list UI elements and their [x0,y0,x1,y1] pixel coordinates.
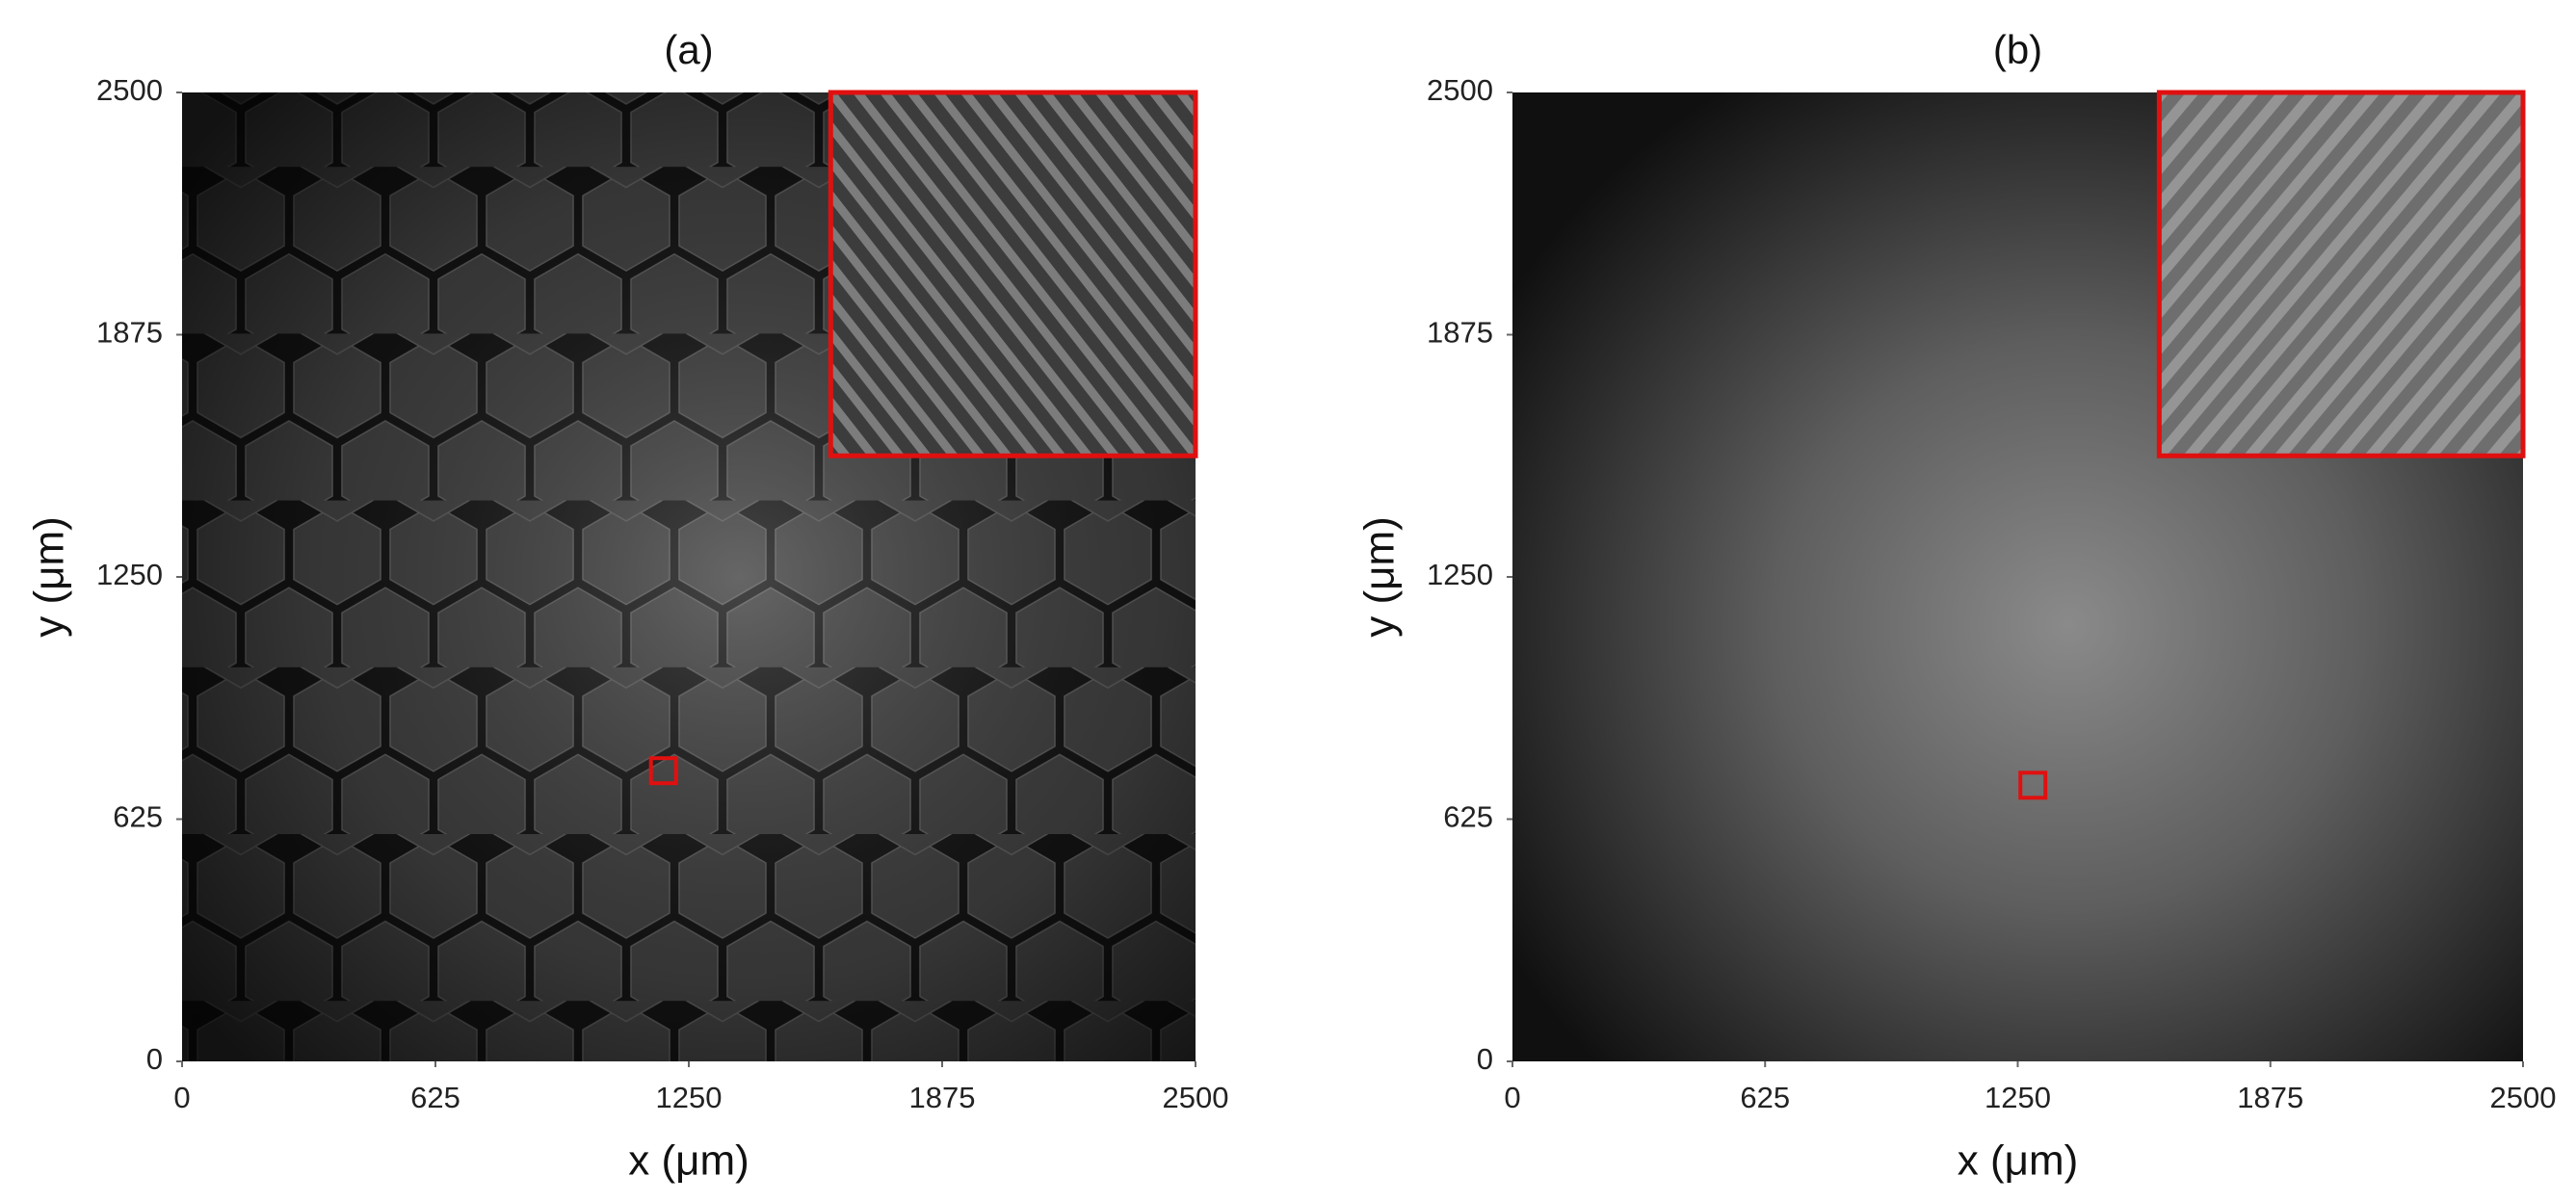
y-tick-label: 1250 [1427,558,1493,591]
x-tick-label: 1875 [2237,1081,2303,1114]
y-tick-label: 1875 [96,316,163,350]
y-tick-label: 625 [1443,800,1493,834]
x-tick-label: 1875 [909,1081,976,1114]
x-axis-label: x (μm) [1958,1137,2079,1185]
x-axis-label: x (μm) [628,1137,749,1185]
roi-marker [2018,771,2048,800]
y-tick-label: 1875 [1427,316,1493,350]
x-tick-label: 625 [410,1081,460,1114]
panel-title: (a) [664,27,713,72]
x-tick-label: 0 [1504,1081,1520,1114]
x-tick-label: 1250 [1985,1081,2051,1114]
inset [2156,90,2526,458]
roi-marker [648,756,678,786]
y-tick-label: 0 [1477,1042,1493,1076]
y-tick-label: 2500 [96,73,163,107]
x-tick-label: 2500 [2490,1081,2557,1114]
y-axis-label: y (μm) [1356,516,1404,638]
y-tick-label: 0 [146,1042,163,1076]
y-tick-label: 1250 [96,558,163,591]
panel-title: (b) [1993,27,2042,72]
x-tick-label: 1250 [656,1081,723,1114]
y-axis-label: y (μm) [26,516,73,638]
x-tick-label: 625 [1740,1081,1790,1114]
inset [828,90,1198,458]
x-tick-label: 2500 [1163,1081,1229,1114]
y-tick-label: 625 [113,800,163,834]
x-tick-label: 0 [173,1081,190,1114]
y-tick-label: 2500 [1427,73,1493,107]
